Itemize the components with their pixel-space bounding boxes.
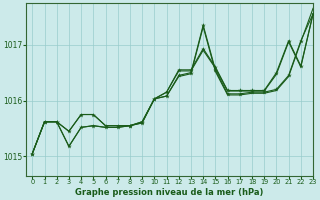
- X-axis label: Graphe pression niveau de la mer (hPa): Graphe pression niveau de la mer (hPa): [76, 188, 264, 197]
